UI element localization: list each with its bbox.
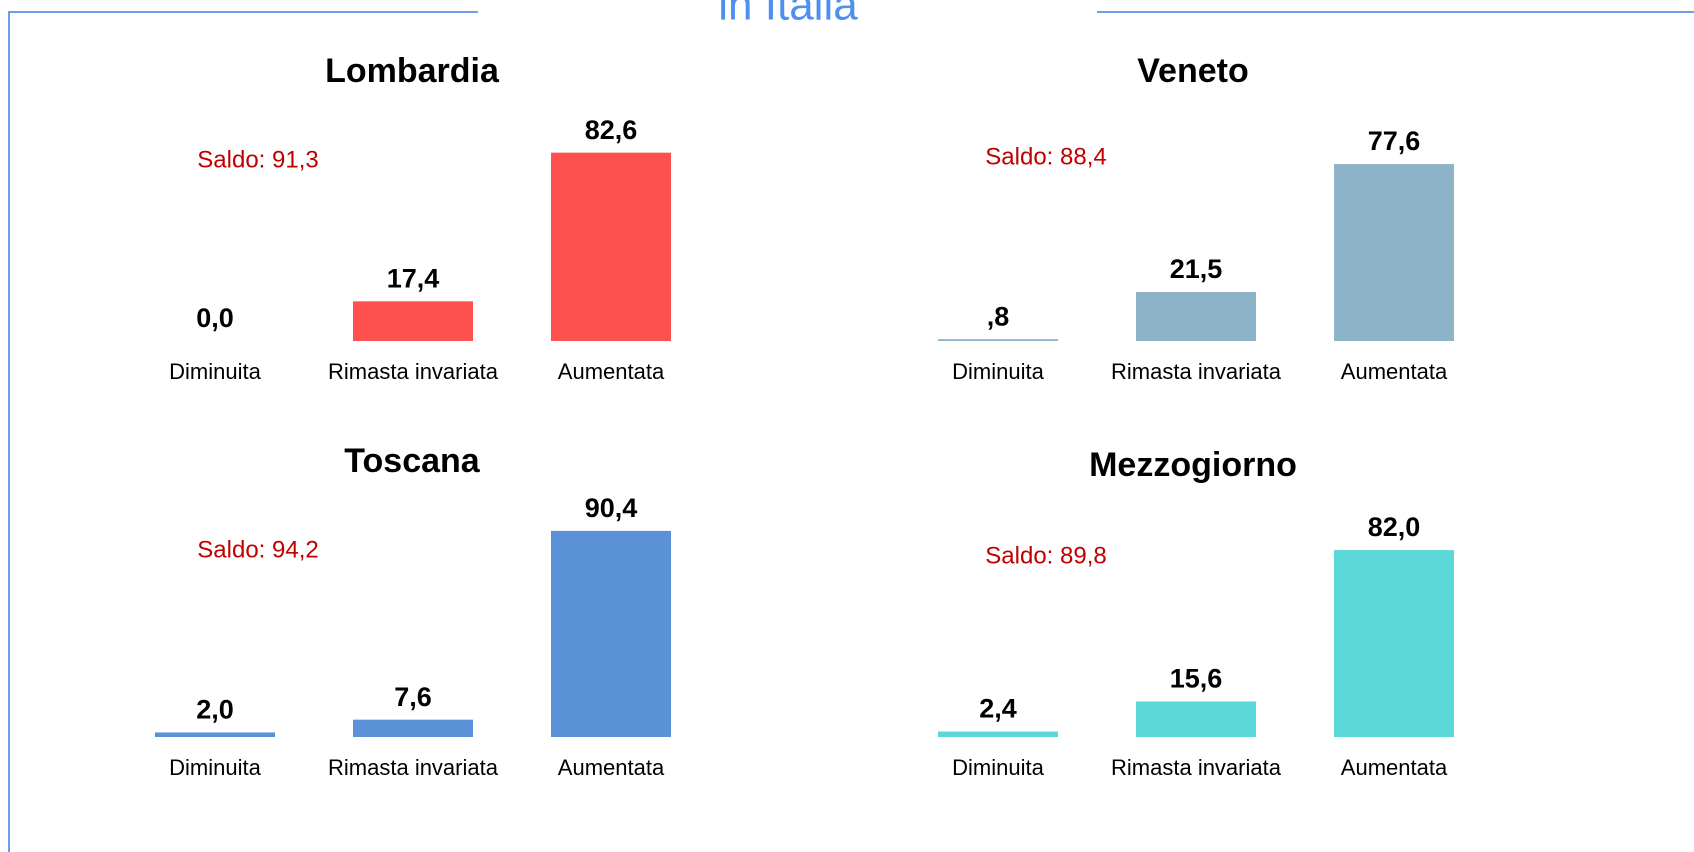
page-title: in Italia <box>718 0 858 30</box>
bar <box>1334 164 1454 341</box>
category-label: Diminuita <box>169 359 261 384</box>
saldo-annotation: Saldo: 89,8 <box>985 542 1106 569</box>
frame-left <box>8 11 478 852</box>
bar <box>353 301 473 341</box>
value-label: 2,0 <box>196 695 234 725</box>
bar <box>1136 291 1256 341</box>
category-label: Aumentata <box>558 359 665 384</box>
category-label: Rimasta invariata <box>328 755 499 780</box>
saldo-annotation: Saldo: 88,4 <box>985 143 1106 170</box>
bar <box>938 731 1058 737</box>
bar <box>551 530 671 737</box>
category-label: Rimasta invariata <box>1111 755 1282 780</box>
bar <box>551 152 671 341</box>
category-label: Aumentata <box>1341 359 1448 384</box>
category-label: Aumentata <box>1341 755 1448 780</box>
bar <box>155 732 275 737</box>
category-label: Diminuita <box>952 755 1044 780</box>
frame <box>8 11 1694 852</box>
value-label: ,8 <box>987 301 1010 331</box>
value-label: 77,6 <box>1368 126 1421 156</box>
value-label: 17,4 <box>387 263 440 293</box>
saldo-annotation: Saldo: 91,3 <box>197 146 318 173</box>
chart-title: Veneto <box>1137 52 1248 90</box>
bar <box>1334 550 1454 737</box>
chart-title: Toscana <box>344 442 481 480</box>
value-label: 15,6 <box>1170 664 1223 694</box>
category-label: Rimasta invariata <box>328 359 499 384</box>
value-label: 21,5 <box>1170 254 1223 284</box>
category-label: Diminuita <box>169 755 261 780</box>
saldo-annotation: Saldo: 94,2 <box>197 536 318 563</box>
bar <box>938 339 1058 341</box>
chart-title: Lombardia <box>325 52 500 90</box>
value-label: 82,6 <box>585 115 638 145</box>
value-label: 82,0 <box>1368 512 1421 542</box>
bar <box>353 719 473 737</box>
category-label: Rimasta invariata <box>1111 359 1282 384</box>
value-label: 7,6 <box>394 682 432 712</box>
bar <box>1136 701 1256 737</box>
category-label: Diminuita <box>952 359 1044 384</box>
value-label: 0,0 <box>196 303 234 333</box>
value-label: 2,4 <box>979 694 1017 724</box>
value-label: 90,4 <box>585 493 638 523</box>
chart-title: Mezzogiorno <box>1089 446 1297 484</box>
category-label: Aumentata <box>558 755 665 780</box>
